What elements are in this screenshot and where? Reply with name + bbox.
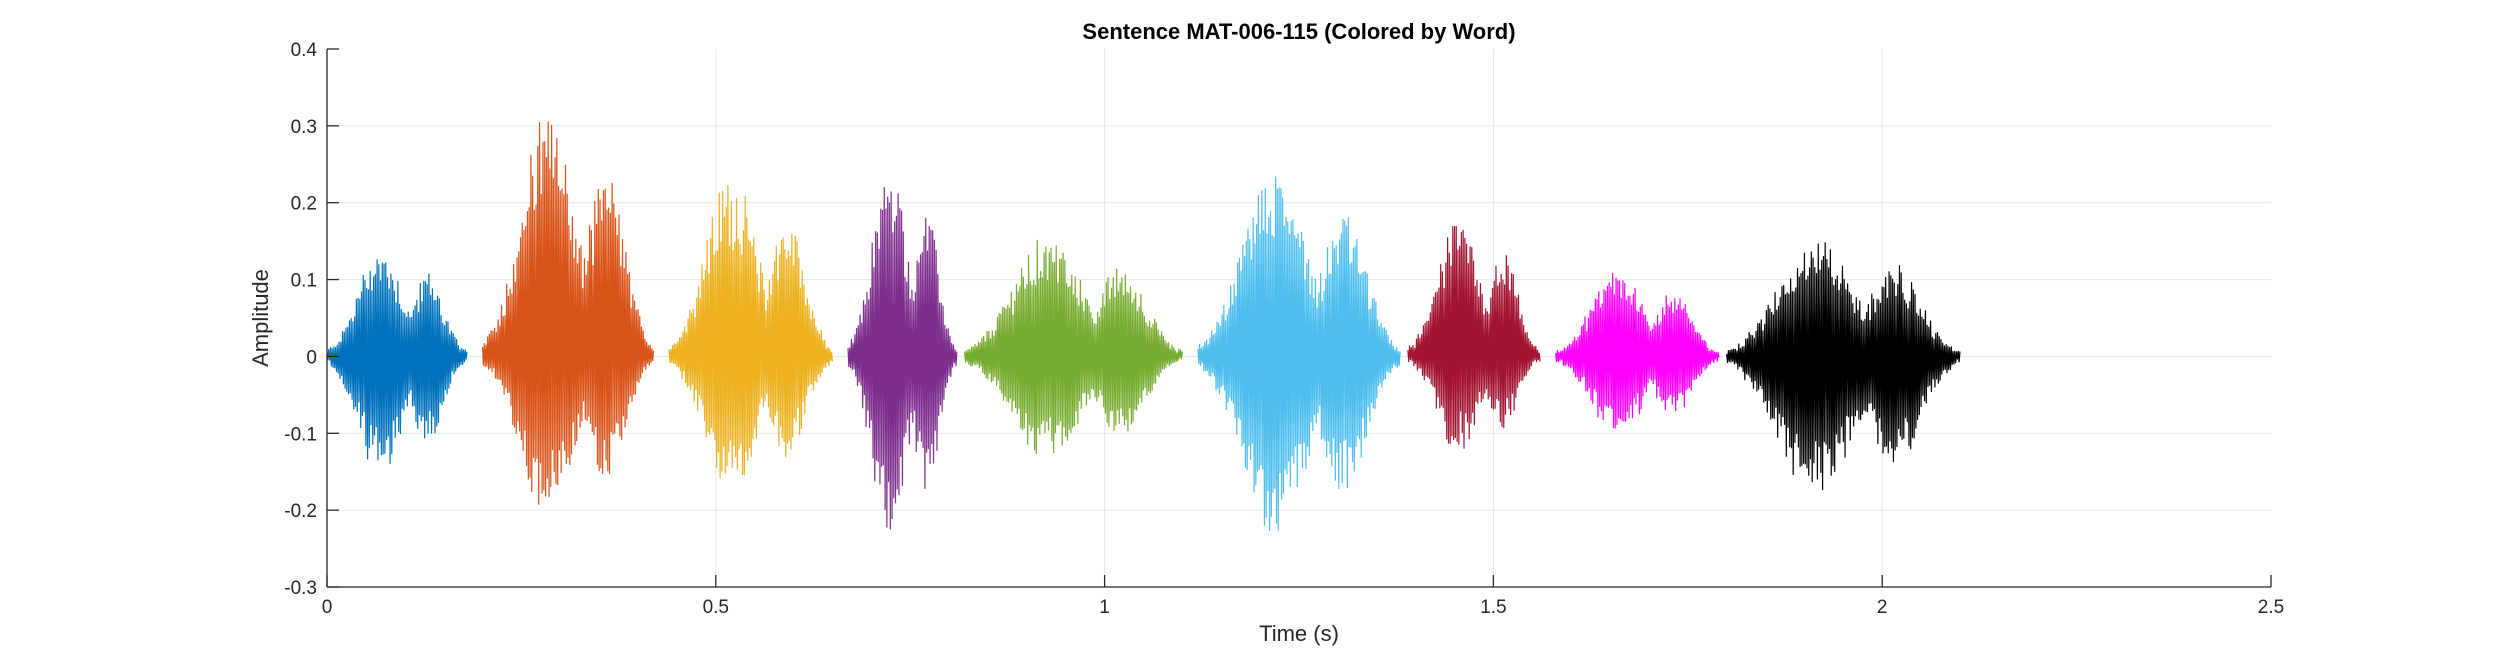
y-tick-label: 0.3: [291, 117, 317, 138]
word-waveform-4: [847, 186, 958, 530]
y-tick-label: 0: [306, 347, 317, 368]
y-tick-label: -0.3: [284, 578, 317, 599]
y-axis-title: Amplitude: [248, 269, 273, 367]
word-waveform-5: [964, 239, 1183, 455]
y-tick-label: -0.1: [284, 424, 317, 445]
word-waveform-2: [481, 121, 655, 505]
y-tick-label: -0.2: [284, 501, 317, 522]
x-tick-label: 0.5: [703, 597, 729, 618]
x-tick-label: 1.5: [1480, 597, 1506, 618]
y-tick-label: 0.2: [291, 194, 317, 215]
word-waveform-7: [1407, 225, 1541, 449]
y-tick-label: 0.1: [291, 271, 317, 292]
x-tick-label: 2: [1877, 597, 1888, 618]
series-layer: [326, 121, 1961, 531]
x-tick-label: 1: [1099, 597, 1110, 618]
x-tick-label: 0: [322, 597, 333, 618]
word-waveform-8: [1555, 272, 1720, 429]
word-waveform-1: [326, 259, 468, 464]
word-waveform-3: [668, 185, 834, 479]
word-waveform-6: [1197, 176, 1401, 531]
chart-title: Sentence MAT-006-115 (Colored by Word): [1082, 19, 1515, 44]
word-waveform-9: [1726, 242, 1961, 491]
y-tick-label: 0.4: [291, 40, 318, 61]
labels: 0 0.5 1 1.5 2 2.5 -0.3 -0.2 -0.1 0 0.1 0.2 0.3 0.4: [284, 40, 2284, 618]
axes: [326, 48, 2272, 588]
x-axis-title: Time (s): [1259, 621, 1339, 646]
x-tick-label: 2.5: [2258, 597, 2284, 618]
